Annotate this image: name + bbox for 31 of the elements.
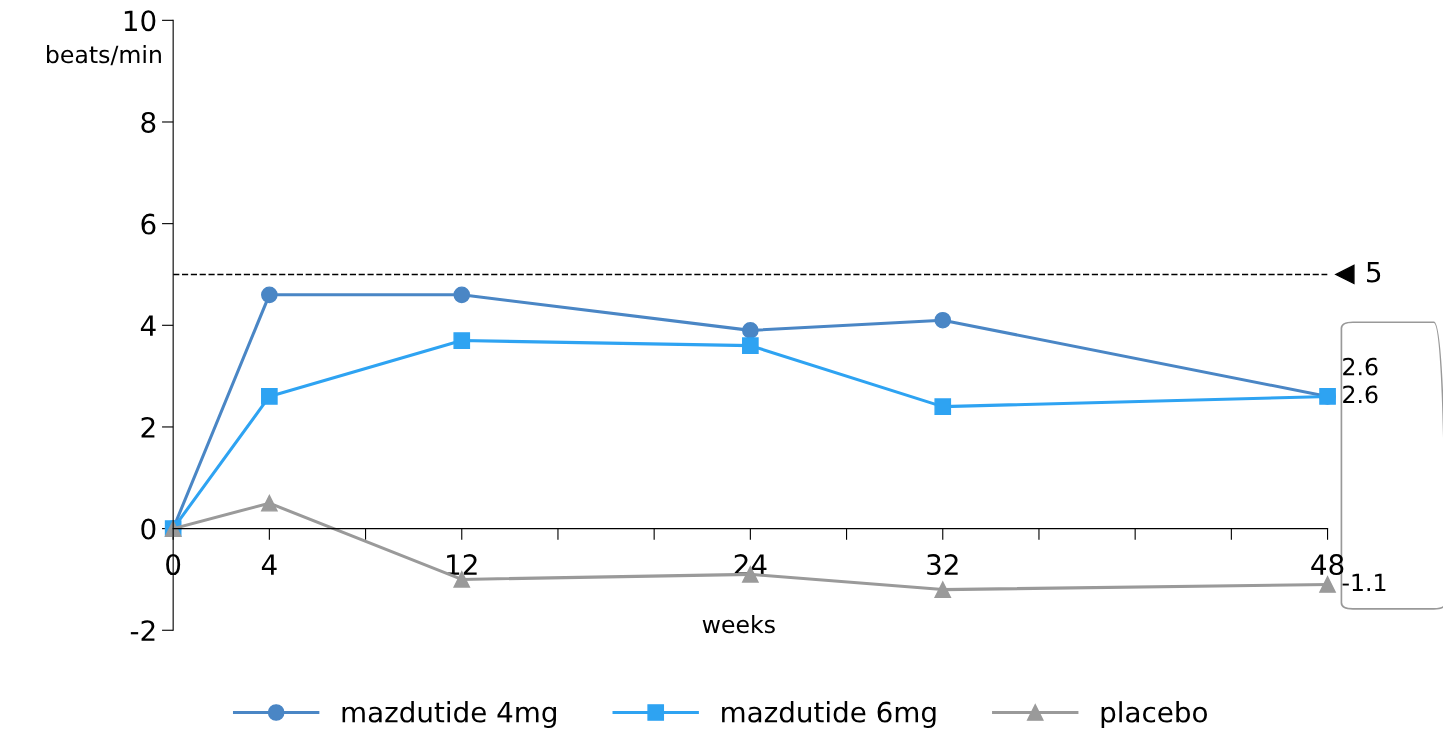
point [934, 581, 952, 598]
point [742, 337, 759, 354]
x-axis-title: weeks [702, 615, 775, 634]
y-axis-title: beats/min [47, 45, 161, 66]
point [742, 322, 759, 339]
y-tick-label: 2 [141, 416, 155, 438]
y-tick-label: 0 [141, 518, 156, 540]
y-tick-label: 6 [141, 213, 156, 235]
point [934, 311, 952, 329]
x-tick-label: 12 [447, 554, 477, 575]
point [453, 332, 471, 349]
data-label: 2.6 [1343, 385, 1378, 404]
y-tick-label: 4 [140, 315, 156, 336]
x-tick-label: 32 [927, 554, 958, 576]
point [261, 286, 278, 304]
x-tick-label: 4 [261, 554, 277, 575]
y-tick-label: 10 [124, 10, 156, 32]
point [1319, 576, 1336, 593]
legend-label: mazdutide 4mg [342, 701, 556, 728]
y-tick-label: 8 [141, 111, 156, 133]
point [261, 388, 278, 405]
y-tick-label: -2 [130, 620, 155, 641]
x-tick-label: 48 [1311, 554, 1344, 576]
point [261, 494, 278, 512]
legend-label: placebo [1101, 701, 1207, 728]
legend-label: mazdutide 6mg [722, 701, 936, 728]
ref-line-label: 5 [1367, 261, 1381, 283]
point [934, 398, 952, 415]
data-label: 2.6 [1343, 357, 1378, 376]
data-label: -1.1 [1342, 573, 1386, 592]
point [453, 286, 471, 304]
